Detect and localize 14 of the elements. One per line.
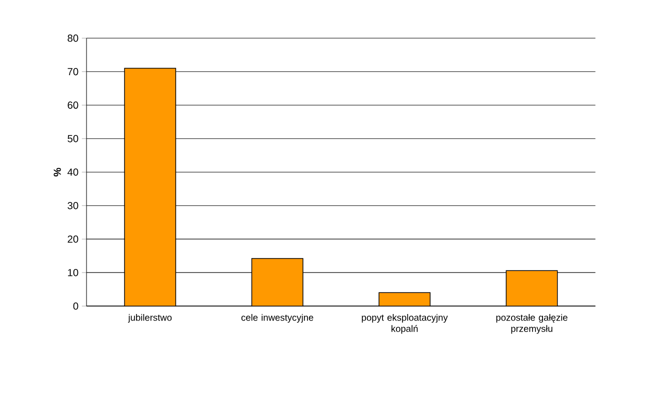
y-axis-title: % [54, 168, 61, 177]
x-tick-label: popyt eksploatacyjny kopalń [362, 314, 448, 334]
y-tick-label: 0 [73, 302, 78, 310]
x-tick-label: jubilerstwo [128, 314, 172, 323]
y-tick-label: 50 [68, 135, 78, 142]
y-tick-label: 30 [68, 202, 78, 210]
y-tick-label: 70 [68, 68, 78, 76]
y-tick-label: 80 [68, 34, 78, 42]
y-tick-label: 60 [68, 102, 78, 109]
x-tick-label: pozostałe gałęzie przemysłu [496, 314, 568, 334]
x-tick-label: cele inwestycyjne [241, 314, 314, 323]
y-tick-label: 20 [68, 236, 78, 243]
y-tick-label: 40 [67, 168, 78, 176]
y-tick-label: 10 [68, 269, 78, 276]
